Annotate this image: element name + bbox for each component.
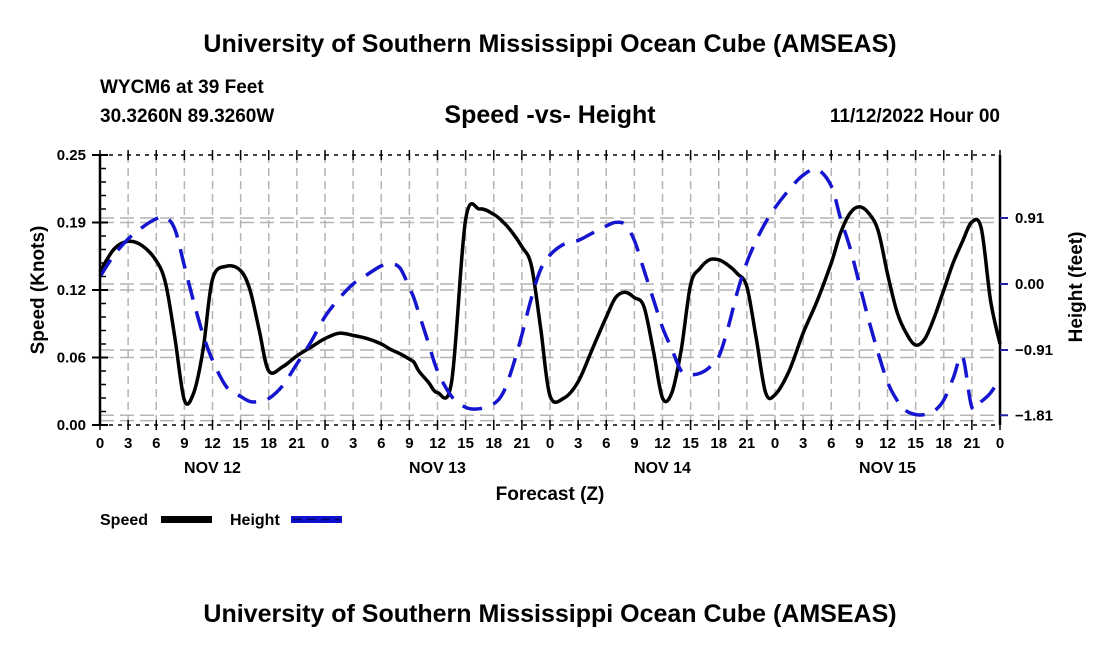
x-tick-label: 15 <box>907 435 924 452</box>
x-tick-label: 3 <box>799 435 807 452</box>
speed-series-line <box>98 202 1002 406</box>
x-tick-label: 12 <box>654 435 671 452</box>
x-tick-label: 3 <box>124 435 132 452</box>
series-layer <box>98 167 1002 417</box>
x-day-label: NOV 13 <box>409 460 466 477</box>
y-axis-title: Speed (Knots) <box>28 226 49 355</box>
x-tick-label: 0 <box>996 435 1004 452</box>
station-label: WYCM6 at 39 Feet <box>100 77 264 98</box>
y-tick-label: 0.19 <box>57 215 86 232</box>
legend-speed-swatch <box>161 516 212 523</box>
legend-height-label: Height <box>230 512 280 529</box>
x-tick-label: 15 <box>457 435 474 452</box>
coordinates-label: 30.3260N 89.3260W <box>100 106 275 127</box>
grid <box>100 155 1000 425</box>
legend-speed-label: Speed <box>100 512 148 529</box>
x-tick-label: 3 <box>349 435 357 452</box>
x-tick-label: 12 <box>429 435 446 452</box>
x-tick-label: 18 <box>935 435 952 452</box>
y-tick-label: 0.00 <box>57 417 86 434</box>
x-tick-label: 15 <box>682 435 699 452</box>
x-tick-label: 6 <box>602 435 610 452</box>
x-day-label: NOV 12 <box>184 460 241 477</box>
x-day-label: NOV 14 <box>634 460 691 477</box>
y-tick-label: 0.06 <box>57 350 86 367</box>
x-tick-label: 12 <box>204 435 221 452</box>
forecast-date: 11/12/2022 Hour 00 <box>829 106 1000 127</box>
x-tick-label: 21 <box>964 435 981 452</box>
x-tick-label: 0 <box>96 435 104 452</box>
x-axis-title: Forecast (Z) <box>496 484 605 505</box>
x-tick-label: 0 <box>546 435 554 452</box>
x-tick-label: 6 <box>377 435 385 452</box>
x-tick-label: 15 <box>232 435 249 452</box>
x-tick-label: 21 <box>289 435 306 452</box>
legend: Speed Height <box>100 512 342 529</box>
footer-title: University of Southern Mississippi Ocean… <box>203 600 897 628</box>
y2-axis-title: Height (feet) <box>1066 232 1087 343</box>
x-tick-label: 0 <box>771 435 779 452</box>
y2-tick-label: −1.81 <box>1015 407 1053 424</box>
height-series-line <box>98 167 1002 417</box>
x-tick-label: 18 <box>485 435 502 452</box>
y2-tick-label: 0.00 <box>1015 276 1044 293</box>
x-tick-label: 3 <box>574 435 582 452</box>
x-tick-label: 9 <box>630 435 638 452</box>
x-tick-label: 18 <box>710 435 727 452</box>
x-tick-label: 9 <box>855 435 863 452</box>
legend-height-swatch <box>291 516 342 523</box>
y2-tick-label: 0.91 <box>1015 210 1044 227</box>
x-tick-label: 21 <box>514 435 531 452</box>
x-day-label: NOV 15 <box>859 460 916 477</box>
x-tick-label: 6 <box>152 435 160 452</box>
x-tick-label: 21 <box>739 435 756 452</box>
axis-labels: Forecast (Z) Speed (Knots) Height (feet) <box>28 226 1087 505</box>
x-tick-label: 6 <box>827 435 835 452</box>
x-tick-label: 9 <box>180 435 188 452</box>
main-title: University of Southern Mississippi Ocean… <box>203 30 897 58</box>
chart-title: Speed -vs- Height <box>444 101 656 129</box>
x-tick-label: 12 <box>879 435 896 452</box>
x-tick-label: 9 <box>405 435 413 452</box>
x-tick-label: 0 <box>321 435 329 452</box>
y-tick-label: 0.12 <box>57 282 86 299</box>
x-tick-label: 18 <box>260 435 277 452</box>
axes: 0 3 6 9 12 15 18 21 0 3 6 9 12 15 18 21 0 3 6 9 12 15 18 21 0 3 6 9… <box>57 147 1053 477</box>
y-tick-label: 0.25 <box>57 147 86 164</box>
y2-tick-label: −0.91 <box>1015 342 1053 359</box>
